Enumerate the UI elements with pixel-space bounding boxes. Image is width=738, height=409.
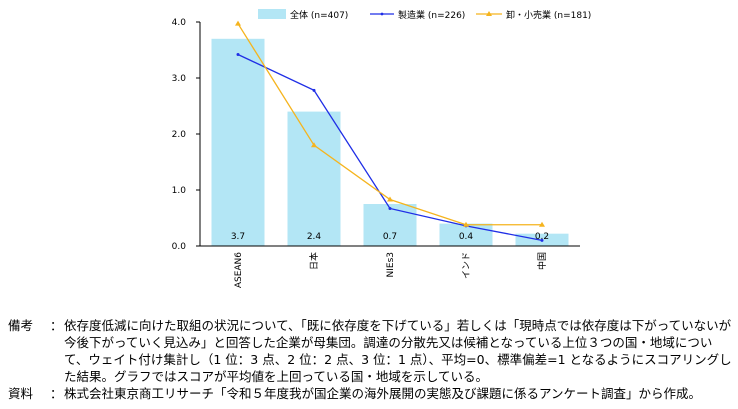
legend-label: 卸・小売業 (n=181): [506, 9, 591, 21]
y-tick-label: 2.0: [172, 130, 187, 140]
notes: 備考 ： 依存度低減に向けた取組の状況について、「既に依存度を下げている」若しく…: [8, 317, 734, 402]
note-source-text: 株式会社東京商工リサーチ「令和５年度我が国企業の海外展開の実態及び課題に係るアン…: [64, 386, 702, 401]
legend-label: 製造業 (n=226): [398, 9, 465, 21]
x-tick-label: NIEs3: [386, 252, 396, 278]
data-point: [387, 196, 393, 202]
data-point: [235, 20, 241, 26]
note-remarks-label: 備考: [8, 318, 34, 333]
data-point: [388, 206, 392, 210]
x-tick-label: 中国: [536, 252, 548, 270]
plot-area: 0.0 1.0 2.0 3.0 4.0 3.7 2.4 0.7 0.4 0.2 ASEAN6 日本 NI…: [172, 18, 580, 288]
x-tick-label: インド: [462, 252, 472, 279]
y-tick-label: 1.0: [172, 186, 187, 196]
data-point: [311, 142, 317, 148]
legend-marker: [486, 11, 492, 16]
data-point: [463, 221, 469, 227]
bar: [211, 38, 265, 246]
note-separator: ：: [50, 386, 63, 401]
x-tick-label: ASEAN6: [234, 252, 244, 288]
y-tick-label: 3.0: [172, 74, 187, 84]
note-separator: ：: [50, 318, 63, 333]
legend: 全体 (n=407) 製造業 (n=226) 卸・小売業 (n=181): [258, 9, 591, 21]
bar: [363, 204, 417, 246]
x-tick-label: 日本: [308, 252, 320, 270]
note-source-label: 資料: [8, 386, 34, 401]
y-tick-label: 4.0: [172, 18, 187, 28]
bar: [439, 223, 493, 246]
legend-marker: [380, 12, 384, 16]
data-point: [236, 52, 240, 56]
y-tick-label: 0.0: [172, 242, 187, 252]
data-point: [539, 221, 545, 227]
data-point: [540, 238, 544, 242]
bar-data-label: 0.7: [383, 232, 397, 242]
legend-swatch-bar: [258, 9, 286, 19]
bar-data-label: 3.7: [231, 232, 245, 242]
bar: [287, 111, 341, 246]
series-line: [237, 23, 542, 226]
data-point: [312, 88, 316, 92]
bar-data-label: 2.4: [307, 232, 322, 242]
bar-data-label: 0.2: [535, 232, 549, 242]
bar-data-label: 0.4: [459, 232, 474, 242]
chart: 全体 (n=407) 製造業 (n=226) 卸・小売業 (n=181) 0.0…: [172, 9, 591, 288]
note-source: 資料 ： 株式会社東京商工リサーチ「令和５年度我が国企業の海外展開の実態及び課題…: [8, 385, 734, 402]
note-remarks-text: 依存度低減に向けた取組の状況について、「既に依存度を下げている」若しくは「現時点…: [64, 318, 732, 384]
note-remarks: 備考 ： 依存度低減に向けた取組の状況について、「既に依存度を下げている」若しく…: [8, 317, 734, 385]
legend-label: 全体 (n=407): [290, 9, 348, 21]
